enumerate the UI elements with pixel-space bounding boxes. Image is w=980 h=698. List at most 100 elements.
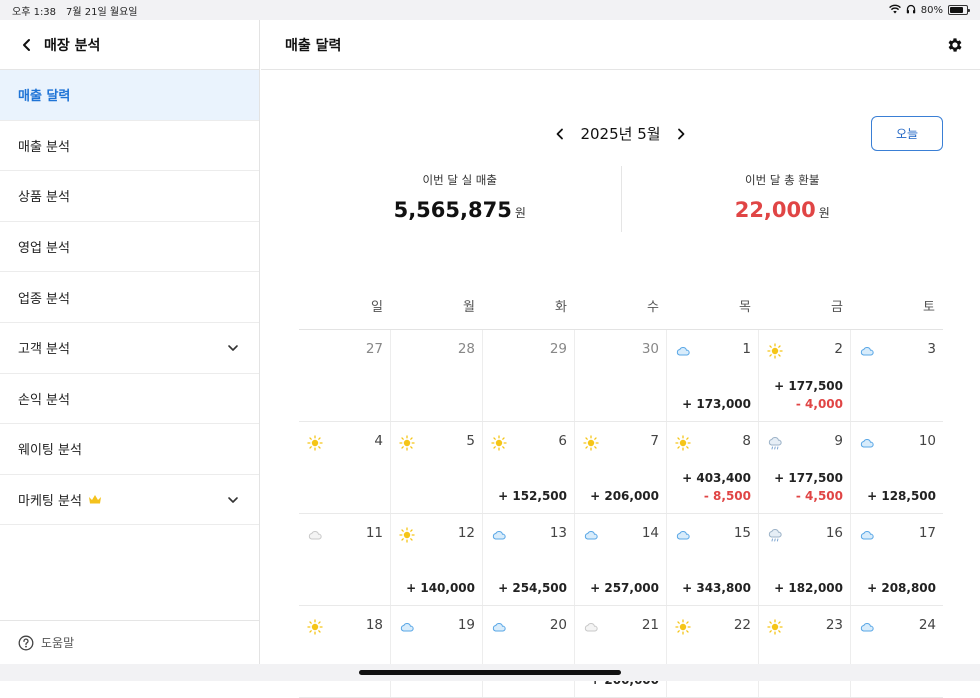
- calendar-day-cell[interactable]: 13 + 254,500: [483, 514, 575, 605]
- calendar-day-cell[interactable]: 5: [391, 422, 483, 513]
- day-number: 27: [365, 341, 383, 357]
- calendar-day-cell[interactable]: 8 + 403,400 - 8,500: [667, 422, 759, 513]
- month-navigator: 2025년 5월: [261, 123, 980, 144]
- chevron-down-icon: [227, 341, 241, 355]
- calendar-day-cell[interactable]: 28: [391, 330, 483, 421]
- calendar-day-cell[interactable]: 15 + 343,800: [667, 514, 759, 605]
- sidebar-item-sales-analysis[interactable]: 매출 분석: [0, 121, 259, 172]
- sidebar-title: 매장 분석: [44, 37, 101, 54]
- calendar-day-cell[interactable]: 29: [483, 330, 575, 421]
- sunny-icon: [675, 435, 691, 451]
- status-time: 오후 1:38: [12, 6, 57, 18]
- calendar-day-cell[interactable]: 12 + 140,000: [391, 514, 483, 605]
- day-amounts: + 173,000: [682, 395, 751, 413]
- calendar-day-cell[interactable]: 2 + 177,500 - 4,000: [759, 330, 851, 421]
- sales-summary: 이번 달 실 매출 5,565,875 원: [299, 166, 621, 232]
- main-panel: 매출 달력 2025년 5월 오늘 이번 달 실 매출 5,565,875 원 …: [261, 20, 980, 698]
- question-circle-icon: [18, 635, 34, 650]
- day-amounts: + 257,000: [590, 579, 659, 597]
- day-number: 4: [374, 433, 383, 449]
- calendar-day-cell[interactable]: 22: [667, 606, 759, 697]
- calendar-day-cell[interactable]: 1 + 173,000: [667, 330, 759, 421]
- calendar-day-cell[interactable]: 21+ 206,600: [575, 606, 667, 697]
- home-indicator[interactable]: [359, 670, 621, 675]
- calendar-day-cell[interactable]: 23: [759, 606, 851, 697]
- day-amounts: + 254,500: [498, 579, 567, 597]
- day-number: 30: [641, 341, 659, 357]
- sidebar-item-product-analysis[interactable]: 상품 분석: [0, 171, 259, 222]
- headphones-icon: [906, 4, 916, 17]
- refund-amount: 22,000: [734, 198, 816, 222]
- partly-cloudy-icon: [491, 619, 507, 635]
- calendar-day-cell[interactable]: 19: [391, 606, 483, 697]
- calendar-day-cell[interactable]: 20: [483, 606, 575, 697]
- sunny-icon: [399, 527, 415, 543]
- calendar-day-cell[interactable]: 27: [299, 330, 391, 421]
- sunny-icon: [767, 619, 783, 635]
- day-number: 2: [834, 341, 843, 357]
- day-number: 23: [825, 617, 843, 633]
- next-month-button[interactable]: [673, 126, 689, 142]
- home-bar: [0, 664, 980, 681]
- sidebar-menu: 매출 달력 매출 분석 상품 분석 영업 분석 업종 분석 고객 분석 손익 분…: [0, 70, 259, 526]
- today-button[interactable]: 오늘: [871, 116, 943, 151]
- day-number: 11: [365, 525, 383, 541]
- battery-fill: [950, 7, 963, 13]
- partly-cloudy-icon: [675, 527, 691, 543]
- sidebar-item-waiting-analysis[interactable]: 웨이팅 분석: [0, 424, 259, 475]
- day-amounts: + 152,500: [498, 487, 567, 505]
- day-number: 29: [549, 341, 567, 357]
- day-number: 16: [825, 525, 843, 541]
- calendar-day-cell[interactable]: 30: [575, 330, 667, 421]
- prev-month-button[interactable]: [552, 126, 568, 142]
- calendar-day-cell[interactable]: 24: [851, 606, 943, 697]
- calendar-day-cell[interactable]: 6 + 152,500: [483, 422, 575, 513]
- day-amounts: + 343,800: [682, 579, 751, 597]
- cloudy-icon: [307, 527, 323, 543]
- day-number: 24: [918, 617, 936, 633]
- calendar-day-cell[interactable]: 18: [299, 606, 391, 697]
- calendar-day-cell[interactable]: 3: [851, 330, 943, 421]
- calendar-day-cell[interactable]: 10 + 128,500: [851, 422, 943, 513]
- day-sales-amount: + 173,000: [682, 397, 751, 411]
- day-sales-amount: + 128,500: [867, 489, 936, 503]
- sunny-icon: [307, 619, 323, 635]
- calendar-day-cell[interactable]: 16 + 182,000: [759, 514, 851, 605]
- calendar-day-cell[interactable]: 11: [299, 514, 391, 605]
- calendar-day-cell[interactable]: 4: [299, 422, 391, 513]
- weekday-label: 화: [555, 300, 567, 315]
- calendar-day-cell[interactable]: 14 + 257,000: [575, 514, 667, 605]
- day-number: 28: [457, 341, 475, 357]
- chevron-left-icon: [23, 38, 30, 51]
- partly-cloudy-icon: [859, 527, 875, 543]
- day-sales-amount: + 140,000: [406, 581, 475, 595]
- sidebar-item-sales-calendar[interactable]: 매출 달력: [0, 70, 259, 121]
- sidebar-item-industry-analysis[interactable]: 업종 분석: [0, 272, 259, 323]
- page-title: 매출 달력: [285, 37, 342, 54]
- calendar-week-row: 11 12 + 140,000 13 + 254,500 14 + 257,000 15 + 3…: [299, 514, 943, 606]
- sidebar-item-business-analysis[interactable]: 영업 분석: [0, 222, 259, 273]
- monthly-summary: 이번 달 실 매출 5,565,875 원 이번 달 총 환불 22,000 원: [299, 166, 943, 232]
- currency-unit: 원: [514, 206, 526, 220]
- day-number: 9: [834, 433, 843, 449]
- chevron-right-icon: [677, 128, 684, 139]
- day-refund-amount: - 4,000: [795, 397, 843, 411]
- sidebar-item-profit-analysis[interactable]: 손익 분석: [0, 374, 259, 425]
- sidebar-item-marketing-analysis[interactable]: 마케팅 분석: [0, 475, 259, 526]
- day-number: 20: [549, 617, 567, 633]
- gear-icon[interactable]: [946, 36, 964, 54]
- help-label: 도움말: [41, 636, 75, 650]
- sales-summary-value: 5,565,875 원: [394, 198, 526, 222]
- calendar-day-cell[interactable]: 17 + 208,800: [851, 514, 943, 605]
- sunny-icon: [675, 619, 691, 635]
- currency-unit: 원: [818, 206, 830, 220]
- sidebar-item-customer-analysis[interactable]: 고객 분석: [0, 323, 259, 374]
- back-button[interactable]: [16, 34, 38, 56]
- help-link[interactable]: 도움말: [0, 620, 259, 664]
- calendar-day-cell[interactable]: 7 + 206,000: [575, 422, 667, 513]
- status-date: 7월 21일 월요일: [66, 6, 138, 18]
- sales-calendar: 일 월 화 수 목 금 토 27 28 29 30 1 + 173,000 2 + 177,500 - 4,…: [299, 284, 943, 698]
- calendar-day-cell[interactable]: 9 + 177,500 - 4,500: [759, 422, 851, 513]
- day-sales-amount: + 254,500: [498, 581, 567, 595]
- sidebar-item-label: 업종 분석: [18, 291, 70, 307]
